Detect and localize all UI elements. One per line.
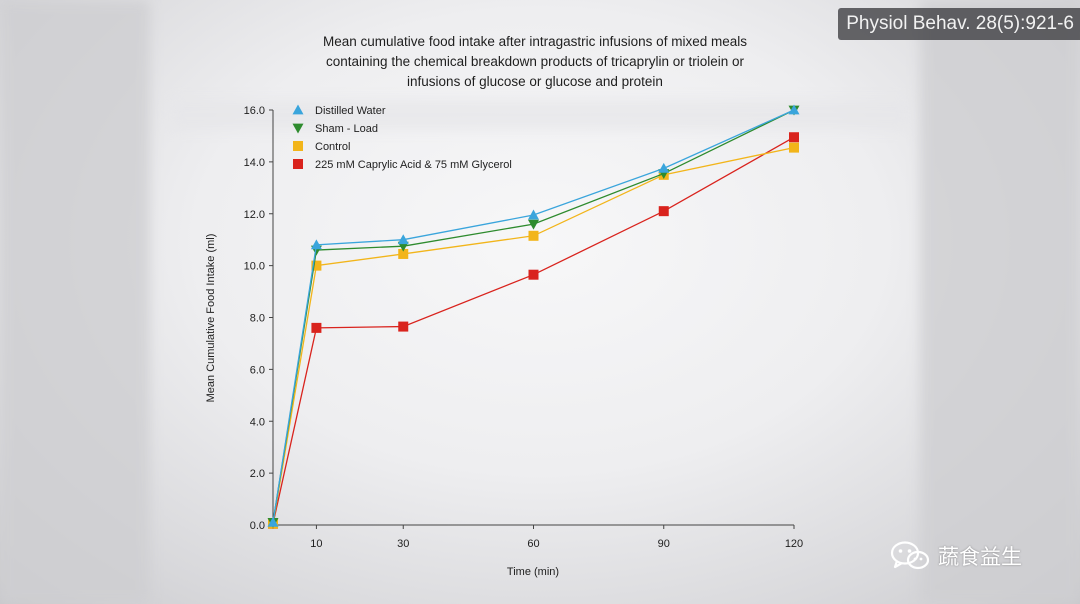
y-tick-label: 2.0 (250, 468, 265, 480)
series-line (272, 146, 795, 524)
chart-legend: Distilled Water Sham - Load Control 225 mM … (292, 104, 512, 171)
x-tick-label: 120 (785, 538, 803, 550)
data-point (311, 322, 322, 333)
series-line (272, 109, 795, 523)
x-tick-label: 10 (310, 538, 322, 550)
data-point (397, 234, 409, 245)
series-3 (268, 132, 799, 529)
data-point (267, 516, 279, 527)
chart-axes: 0.0 2.0 4.0 6.0 8.0 10.0 12.0 14.0 16.0 10 30 60 90 1… (244, 105, 804, 550)
background-shade-right (920, 0, 1080, 604)
y-tick-label: 10.0 (244, 261, 265, 273)
watermark: 蔬食益生 (890, 536, 1022, 576)
data-point (528, 209, 539, 220)
chart-title: Mean cumulative food intake after intrag… (323, 34, 747, 89)
y-axis-label: Mean Cumulative Food Intake (ml) (205, 234, 217, 403)
data-point (658, 206, 669, 217)
legend-entry: 225 mM Caprylic Acid & 75 mM Glycerol (293, 159, 512, 171)
y-tick-label: 12.0 (244, 209, 265, 221)
legend-entry: Sham - Load (292, 123, 378, 135)
wechat-icon (890, 541, 930, 570)
y-tick-label: 16.0 (244, 105, 265, 117)
y-tick-label: 6.0 (250, 364, 265, 376)
data-point (528, 269, 539, 280)
legend-entry: Control (293, 141, 350, 153)
legend-entry: Distilled Water (292, 104, 386, 117)
data-point (658, 162, 670, 173)
data-point (398, 321, 409, 332)
y-tick-label: 4.0 (250, 416, 265, 428)
data-point (310, 239, 322, 250)
legend-label: 225 mM Caprylic Acid & 75 mM Glycerol (315, 159, 512, 171)
y-tick-label: 14.0 (244, 157, 265, 169)
data-point (311, 260, 322, 271)
y-tick-label: 0.0 (250, 520, 265, 532)
legend-marker (293, 159, 303, 169)
legend-marker (292, 123, 304, 134)
series-line (272, 136, 795, 524)
legend-marker (292, 104, 304, 115)
legend-label: Control (315, 141, 350, 153)
x-tick-label: 60 (527, 538, 539, 550)
legend-label: Distilled Water (315, 105, 386, 117)
series-0 (267, 104, 800, 527)
chart-title-line-2: containing the chemical breakdown produc… (326, 54, 744, 69)
watermark-text: 蔬食益生 (938, 545, 1022, 569)
x-tick-label: 90 (658, 538, 670, 550)
data-point (789, 132, 799, 143)
chart-series-group (267, 104, 800, 529)
legend-label: Sham - Load (315, 123, 378, 135)
chart-title-line-3: infusions of glucose or glucose and prot… (407, 74, 663, 89)
legend-marker (293, 141, 303, 151)
data-point (528, 230, 539, 241)
background-shade-left (0, 0, 150, 604)
data-point (397, 241, 409, 252)
chart-title-line-1: Mean cumulative food intake after intrag… (323, 34, 747, 49)
data-point (789, 142, 799, 153)
data-point (788, 104, 800, 115)
data-point (528, 219, 539, 230)
series-2 (268, 142, 799, 529)
y-tick-label: 8.0 (250, 313, 265, 325)
x-axis-label: Time (min) (507, 566, 559, 578)
citation-badge: Physiol Behav. 28(5):921-6 (838, 8, 1080, 40)
series-line (272, 109, 795, 523)
x-tick-label: 30 (397, 538, 409, 550)
data-point (398, 248, 409, 259)
